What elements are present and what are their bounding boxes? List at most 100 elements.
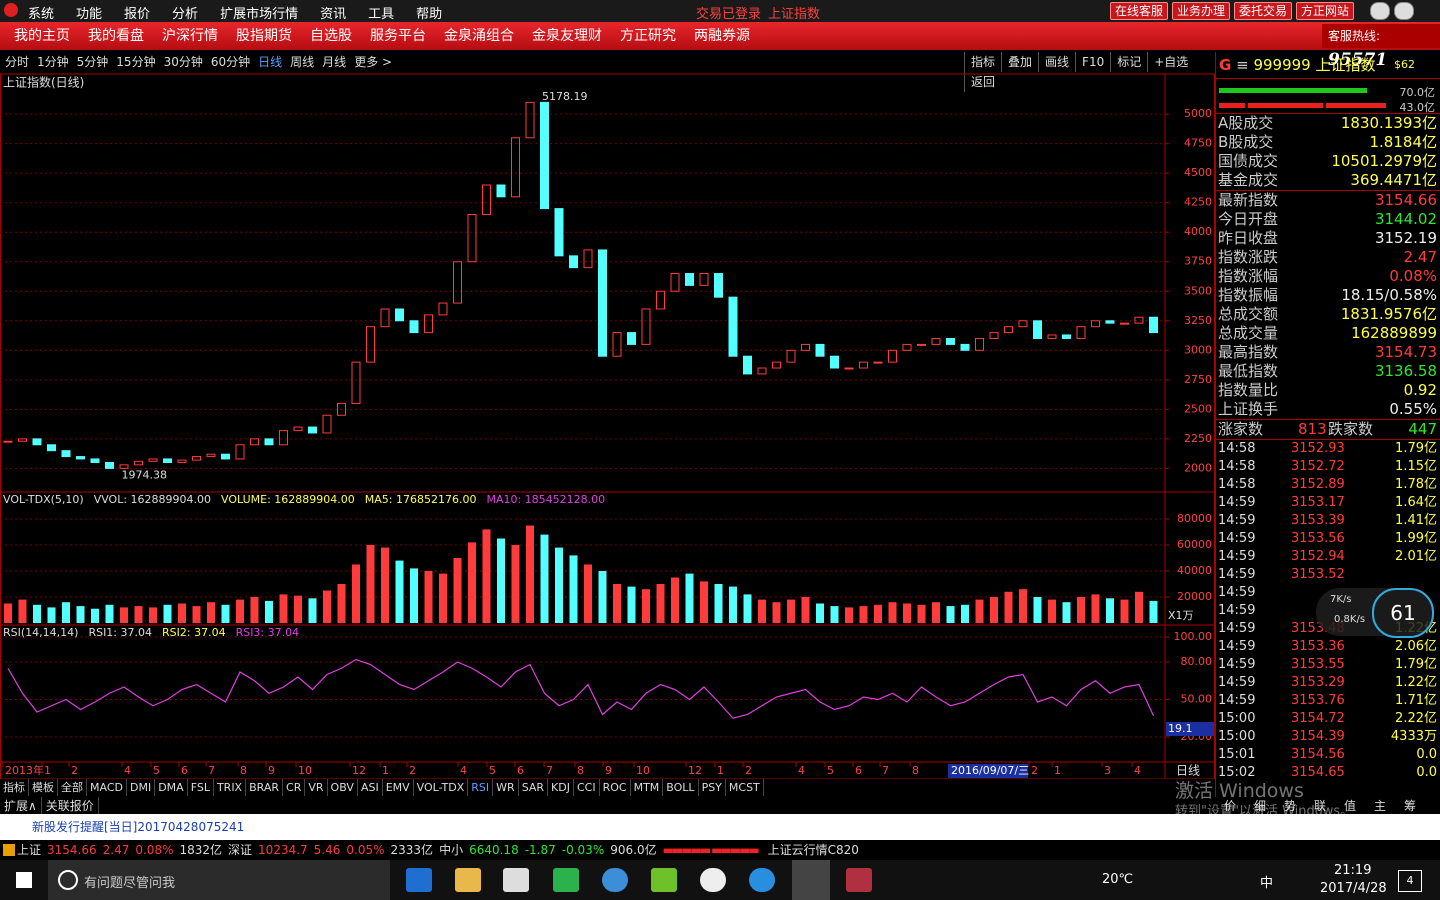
menu-item[interactable]: 报价: [124, 7, 151, 22]
nav-item[interactable]: 我的主页: [14, 28, 70, 44]
tab[interactable]: 联: [1313, 799, 1326, 813]
tool[interactable]: 返回: [964, 72, 1001, 92]
menu-item[interactable]: 分析: [172, 7, 199, 22]
tab[interactable]: KDJ: [548, 779, 574, 796]
period[interactable]: 更多 >: [354, 55, 393, 69]
tick-row: 15:00 3154.72 2.22亿: [1216, 710, 1440, 728]
menu-item[interactable]: 功能: [76, 7, 103, 22]
tab[interactable]: OBV: [328, 779, 358, 796]
tool[interactable]: +自选: [1147, 52, 1194, 72]
button[interactable]: 方正网站: [1296, 2, 1355, 20]
tab[interactable]: RSI: [468, 779, 494, 796]
tab[interactable]: 值: [1343, 799, 1356, 813]
nav-item[interactable]: 金泉友理财: [532, 28, 602, 44]
button[interactable]: 在线客服: [1110, 2, 1169, 20]
value: 6640.18: [469, 843, 519, 857]
volume-bar: [859, 606, 868, 623]
app-icon[interactable]: [651, 868, 677, 892]
nav-item[interactable]: 沪深行情: [162, 28, 218, 44]
app-icon[interactable]: [503, 868, 529, 892]
tab[interactable]: TRIX: [214, 779, 247, 796]
x-tick-label: 10: [298, 764, 312, 777]
tab[interactable]: MCST: [726, 779, 764, 796]
period[interactable]: 60分钟: [210, 55, 251, 69]
tab[interactable]: 模板: [29, 779, 58, 796]
tab[interactable]: BOLL: [663, 779, 699, 796]
nav-item[interactable]: 两融券源: [694, 28, 750, 44]
tab[interactable]: 扩展∧: [0, 797, 42, 814]
candle: [946, 337, 955, 345]
period[interactable]: 1分钟: [37, 55, 69, 69]
tab[interactable]: 关联报价: [42, 797, 99, 814]
tab[interactable]: 势: [1283, 799, 1296, 813]
nav-item[interactable]: 服务平台: [370, 28, 426, 44]
app-icon-active[interactable]: [792, 860, 830, 900]
period[interactable]: 15分钟: [116, 55, 156, 69]
panel-border: [0, 73, 1215, 493]
tab[interactable]: VOL-TDX: [414, 779, 469, 796]
app-icon[interactable]: [602, 868, 628, 892]
tab[interactable]: 全部: [58, 779, 87, 796]
search-box[interactable]: 有问题尽管问我: [48, 860, 390, 900]
start[interactable]: [16, 872, 32, 888]
tab[interactable]: MTM: [631, 779, 664, 796]
nav-item[interactable]: 股指期货: [236, 28, 292, 44]
nav-item[interactable]: 自选股: [310, 28, 352, 44]
tab[interactable]: 指标: [0, 779, 29, 796]
app-icon[interactable]: [553, 868, 579, 892]
candle: [598, 249, 607, 357]
tab[interactable]: CR: [283, 779, 306, 796]
indicator-label: RSI3: 37.04: [236, 626, 300, 639]
tab[interactable]: 细: [1253, 799, 1266, 813]
tab[interactable]: ROC: [600, 779, 631, 796]
tab[interactable]: 主: [1373, 799, 1386, 813]
tab[interactable]: EMV: [383, 779, 414, 796]
tool[interactable]: F10: [1075, 52, 1110, 72]
candle: [337, 402, 346, 416]
button[interactable]: 业务办理: [1172, 2, 1231, 20]
menu-item[interactable]: 系统: [28, 7, 55, 22]
candle: [1018, 320, 1028, 328]
tab[interactable]: 筹: [1403, 799, 1416, 813]
menu-item[interactable]: 帮助: [416, 7, 443, 22]
button[interactable]: 委托交易: [1234, 2, 1293, 20]
tab[interactable]: MACD: [87, 779, 127, 796]
candle: [221, 453, 230, 460]
tool[interactable]: 画线: [1038, 52, 1075, 72]
unit: X1万: [1168, 609, 1194, 622]
tab[interactable]: ASI: [358, 779, 383, 796]
period[interactable]: 5分钟: [76, 55, 109, 69]
tab[interactable]: BRAR: [246, 779, 284, 796]
tab[interactable]: WR: [493, 779, 519, 796]
notifications[interactable]: 4: [1398, 870, 1422, 892]
app-icon[interactable]: [700, 868, 726, 892]
period[interactable]: 周线: [290, 55, 315, 69]
tab[interactable]: SAR: [519, 779, 549, 796]
nav-item[interactable]: 方正研究: [620, 28, 676, 44]
tab[interactable]: VR: [305, 779, 328, 796]
app-icon[interactable]: [749, 868, 775, 892]
app-icon[interactable]: [846, 868, 872, 892]
tool[interactable]: 指标: [964, 52, 1001, 72]
nav-item[interactable]: 我的看盘: [88, 28, 144, 44]
app-icon[interactable]: [406, 868, 432, 892]
tab[interactable]: CCI: [574, 779, 600, 796]
menu-item[interactable]: 资讯: [320, 7, 347, 22]
tab[interactable]: DMA: [155, 779, 188, 796]
period[interactable]: 分时: [5, 55, 30, 69]
app-icon[interactable]: [455, 868, 481, 892]
period[interactable]: 月线: [322, 55, 347, 69]
period[interactable]: 日线: [258, 55, 283, 69]
period[interactable]: 30分钟: [163, 55, 203, 69]
tab[interactable]: PSY: [699, 779, 726, 796]
tab[interactable]: DMI: [127, 779, 156, 796]
candle: [1120, 322, 1129, 325]
stat-row: 上证换手 0.55%: [1216, 400, 1440, 419]
tab[interactable]: 价: [1223, 799, 1236, 813]
nav-item[interactable]: 金泉涌组合: [444, 28, 514, 44]
menu-item[interactable]: 工具: [368, 7, 395, 22]
menu-item[interactable]: 扩展市场行情: [220, 7, 299, 22]
tool[interactable]: 标记: [1110, 52, 1147, 72]
tool[interactable]: 叠加: [1001, 52, 1038, 72]
tab[interactable]: FSL: [188, 779, 214, 796]
